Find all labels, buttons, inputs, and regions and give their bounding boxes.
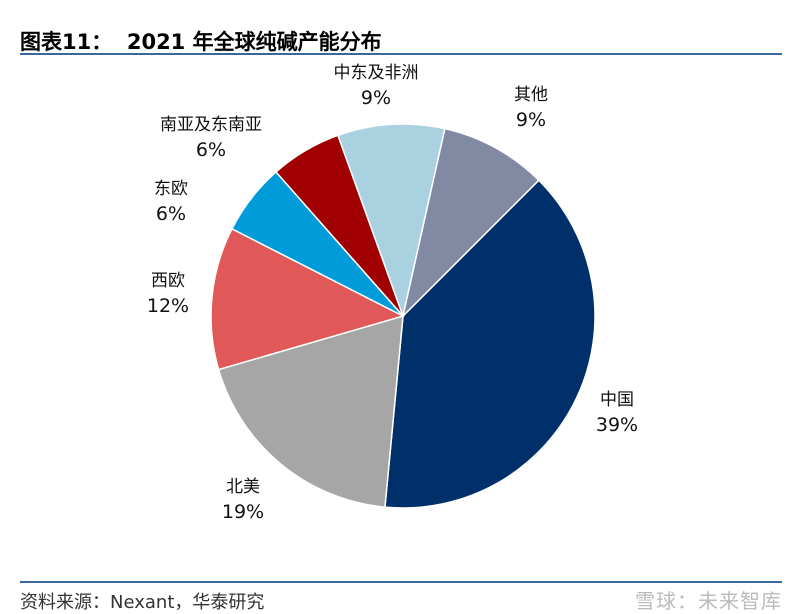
pie-slice-6 bbox=[401, 127, 540, 319]
slice-label-value: 19% bbox=[222, 501, 264, 523]
source-note: 资料来源：Nexant，华泰研究 bbox=[20, 592, 265, 613]
pie-slice-1 bbox=[217, 314, 404, 508]
pie-slice-5 bbox=[337, 123, 446, 319]
figure-title: 图表11： 2021 年全球纯碱产能分布 bbox=[20, 30, 382, 54]
slice-label-name: 西欧 bbox=[151, 271, 185, 291]
slice-label-name: 中国 bbox=[600, 390, 634, 410]
pie-slice-2 bbox=[210, 227, 406, 371]
slice-label-value: 6% bbox=[156, 203, 186, 225]
pie-slice-0 bbox=[384, 179, 596, 509]
footer-divider bbox=[20, 581, 782, 583]
watermark: 雪球：未来智库 bbox=[635, 589, 782, 613]
slice-label-name: 中东及非洲 bbox=[334, 63, 419, 83]
slice-label-name: 南亚及东南亚 bbox=[160, 115, 262, 135]
slice-label-value: 12% bbox=[147, 295, 189, 317]
header-divider bbox=[20, 53, 782, 55]
slice-label-value: 6% bbox=[196, 139, 226, 161]
slice-label-value: 39% bbox=[596, 414, 638, 436]
slice-label-name: 东欧 bbox=[154, 179, 188, 199]
slice-label-name: 其他 bbox=[514, 85, 548, 105]
slice-label-value: 9% bbox=[361, 87, 391, 109]
slice-label-value: 9% bbox=[516, 109, 546, 131]
slice-label-name: 北美 bbox=[226, 477, 260, 497]
